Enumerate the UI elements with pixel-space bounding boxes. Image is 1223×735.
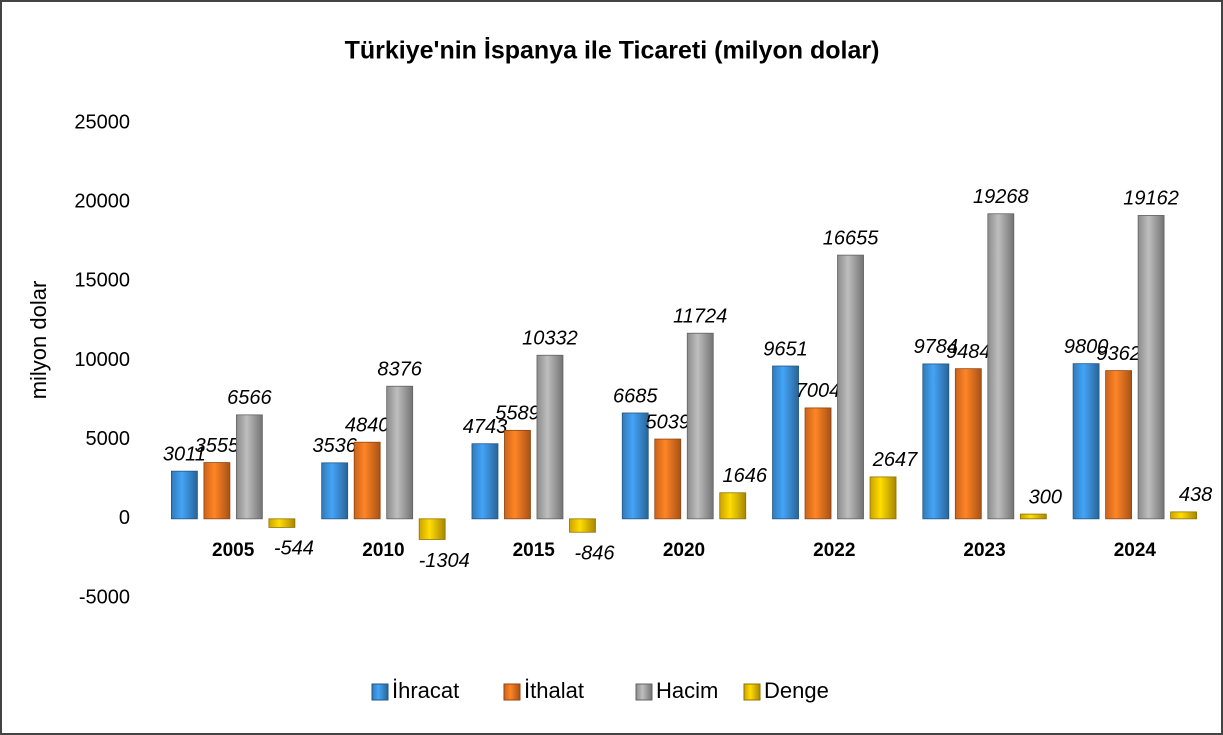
bar [203, 462, 231, 520]
bar [837, 254, 864, 520]
bar [569, 518, 596, 533]
value-label: 7004 [796, 380, 841, 402]
bar [418, 518, 446, 540]
value-label: 6685 [613, 385, 658, 407]
value-label: 3555 [195, 435, 240, 457]
value-label: 16655 [823, 227, 879, 249]
x-tick-label: 2022 [813, 540, 855, 561]
bar [536, 354, 564, 520]
legend-swatch [635, 683, 653, 701]
value-label: 5589 [495, 403, 540, 425]
value-label: 11724 [673, 305, 727, 327]
bar [1019, 513, 1047, 520]
y-tick-label: 25000 [74, 111, 130, 133]
value-label: 1646 [723, 465, 768, 487]
value-label: 10332 [522, 328, 578, 350]
x-tick-label: 2005 [212, 540, 255, 561]
value-label: 2647 [872, 449, 918, 471]
bar [386, 385, 414, 520]
x-tick-label: 2023 [963, 540, 1005, 561]
y-tick-label: -5000 [79, 586, 130, 608]
y-tick-label: 20000 [74, 190, 130, 212]
bar [321, 462, 349, 520]
x-tick-label: 2024 [1114, 540, 1157, 561]
bar [987, 213, 1015, 520]
bar [268, 518, 296, 528]
legend-label: İhracat [392, 678, 459, 703]
bar [170, 470, 198, 520]
bar [686, 332, 714, 520]
bar [922, 363, 950, 520]
bar [1137, 215, 1165, 520]
value-label: 9362 [1096, 343, 1141, 365]
bar [235, 414, 263, 520]
value-label: 4743 [463, 416, 508, 438]
bar [869, 476, 897, 520]
bar [654, 438, 682, 520]
value-label: 5039 [646, 411, 691, 433]
value-label: 6566 [227, 387, 272, 409]
value-label: 19268 [973, 186, 1029, 208]
y-axis-title: milyon dolar [26, 281, 51, 400]
bar [621, 412, 649, 520]
legend-swatch [743, 683, 761, 701]
bar [504, 429, 531, 520]
bar [353, 441, 381, 520]
x-tick-label: 2010 [362, 540, 404, 561]
y-tick-label: 0 [119, 507, 130, 529]
value-label: -544 [274, 538, 314, 560]
value-label: 9800 [1064, 336, 1109, 358]
chart-title: Türkiye'nin İspanya ile Ticareti (milyon… [345, 37, 880, 65]
value-label: -1304 [419, 550, 470, 572]
legend-label: Hacim [656, 678, 718, 703]
value-label: 300 [1029, 486, 1062, 508]
value-label: 3011 [163, 443, 206, 465]
y-tick-label: 5000 [86, 428, 131, 450]
value-label: 4840 [345, 414, 390, 436]
value-label: 19162 [1123, 188, 1179, 210]
x-tick-label: 2015 [513, 540, 556, 561]
value-label: -846 [574, 543, 615, 565]
x-tick-label: 2020 [663, 540, 705, 561]
legend-swatch [371, 683, 389, 701]
value-label: 9484 [946, 341, 991, 363]
bar [719, 492, 747, 520]
bar [471, 443, 499, 520]
bar [1170, 511, 1198, 520]
y-tick-label: 10000 [74, 349, 130, 371]
value-label: 438 [1179, 484, 1212, 506]
legend-label: Denge [764, 678, 829, 703]
value-label: 3536 [312, 435, 357, 457]
bar [804, 407, 832, 520]
value-label: 8376 [377, 358, 422, 380]
legend-label: İthalat [524, 678, 584, 703]
bar [954, 368, 982, 520]
bar [1072, 363, 1100, 520]
bar [772, 365, 799, 520]
bar [1105, 370, 1133, 520]
value-label: 9784 [914, 336, 959, 358]
legend-swatch [503, 683, 521, 701]
value-label: 9651 [763, 338, 808, 360]
y-tick-label: 15000 [74, 270, 130, 292]
